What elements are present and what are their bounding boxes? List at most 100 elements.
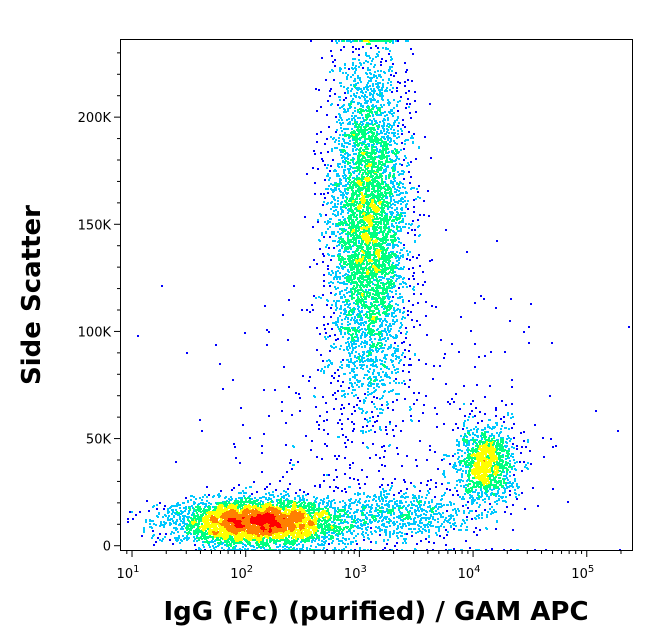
event-point — [395, 372, 397, 374]
event-point — [361, 358, 363, 360]
event-point — [381, 96, 383, 98]
event-point — [401, 215, 403, 217]
event-point — [399, 226, 401, 228]
event-point — [378, 262, 380, 264]
event-point — [332, 159, 334, 161]
event-point — [376, 253, 378, 255]
event-point — [380, 64, 382, 66]
event-point — [327, 192, 329, 194]
event-point — [394, 188, 396, 190]
event-point — [344, 296, 346, 298]
event-point — [357, 117, 359, 119]
event-point — [396, 119, 398, 121]
event-point — [350, 166, 352, 168]
event-point — [342, 336, 344, 338]
event-point — [466, 436, 468, 438]
event-point — [350, 41, 352, 43]
event-point — [398, 262, 400, 264]
event-point — [474, 302, 476, 304]
event-point — [372, 96, 374, 98]
event-point — [380, 368, 382, 370]
event-point — [395, 303, 397, 305]
event-point — [355, 163, 357, 165]
event-point — [375, 356, 377, 358]
event-point — [345, 128, 347, 130]
event-point — [330, 292, 332, 294]
event-point — [380, 145, 382, 147]
event-point — [369, 225, 371, 227]
event-point — [361, 356, 363, 358]
event-point — [361, 144, 363, 146]
event-point — [393, 124, 395, 126]
event-point — [383, 104, 385, 106]
event-point — [384, 313, 386, 315]
event-point — [344, 328, 346, 330]
event-point — [389, 141, 391, 143]
event-point — [408, 227, 410, 229]
event-point — [402, 212, 404, 214]
event-point — [355, 186, 357, 188]
event-point — [343, 140, 345, 142]
event-point — [372, 293, 374, 295]
event-point — [340, 345, 342, 347]
event-point — [342, 245, 344, 247]
event-point — [369, 156, 371, 158]
event-point — [340, 82, 342, 84]
event-point — [357, 340, 359, 342]
event-point — [392, 168, 394, 170]
event-point — [354, 291, 356, 293]
event-point — [317, 221, 319, 223]
event-point — [394, 255, 396, 257]
event-point — [367, 196, 369, 198]
event-point — [366, 286, 368, 288]
event-point — [331, 328, 333, 330]
event-point — [341, 423, 343, 425]
event-point — [354, 146, 356, 148]
event-point — [513, 437, 515, 439]
event-point — [244, 332, 246, 334]
event-point — [460, 435, 462, 437]
event-point — [509, 320, 511, 322]
event-point — [426, 334, 428, 336]
event-point — [354, 282, 356, 284]
event-point — [470, 330, 472, 332]
event-point — [334, 372, 336, 374]
event-point — [376, 216, 378, 218]
event-point — [477, 436, 479, 438]
event-point — [444, 353, 446, 355]
event-point — [375, 276, 377, 278]
event-point — [472, 443, 474, 445]
event-point — [338, 244, 340, 246]
event-point — [350, 226, 352, 228]
event-point — [406, 192, 408, 194]
event-point — [358, 227, 360, 229]
event-point — [334, 147, 336, 149]
event-point — [350, 248, 352, 250]
event-point — [374, 421, 376, 423]
event-point — [364, 360, 366, 362]
event-point — [393, 283, 395, 285]
event-point — [367, 201, 369, 203]
event-point — [404, 81, 406, 83]
event-point — [311, 440, 313, 442]
event-point — [371, 121, 373, 123]
event-point — [323, 372, 325, 374]
event-point — [331, 375, 333, 377]
event-point — [392, 242, 394, 244]
event-point — [381, 351, 383, 353]
event-point — [355, 331, 357, 333]
event-point — [363, 324, 365, 326]
event-point — [345, 135, 347, 137]
event-point — [369, 57, 371, 59]
event-point — [369, 308, 371, 310]
event-point — [429, 260, 431, 262]
event-point — [356, 404, 358, 406]
event-point — [399, 252, 401, 254]
event-point — [342, 122, 344, 124]
event-point — [440, 339, 442, 341]
event-point — [370, 328, 372, 330]
event-point — [344, 132, 346, 134]
event-point — [360, 343, 362, 345]
event-point — [480, 295, 482, 297]
event-point — [346, 88, 348, 90]
